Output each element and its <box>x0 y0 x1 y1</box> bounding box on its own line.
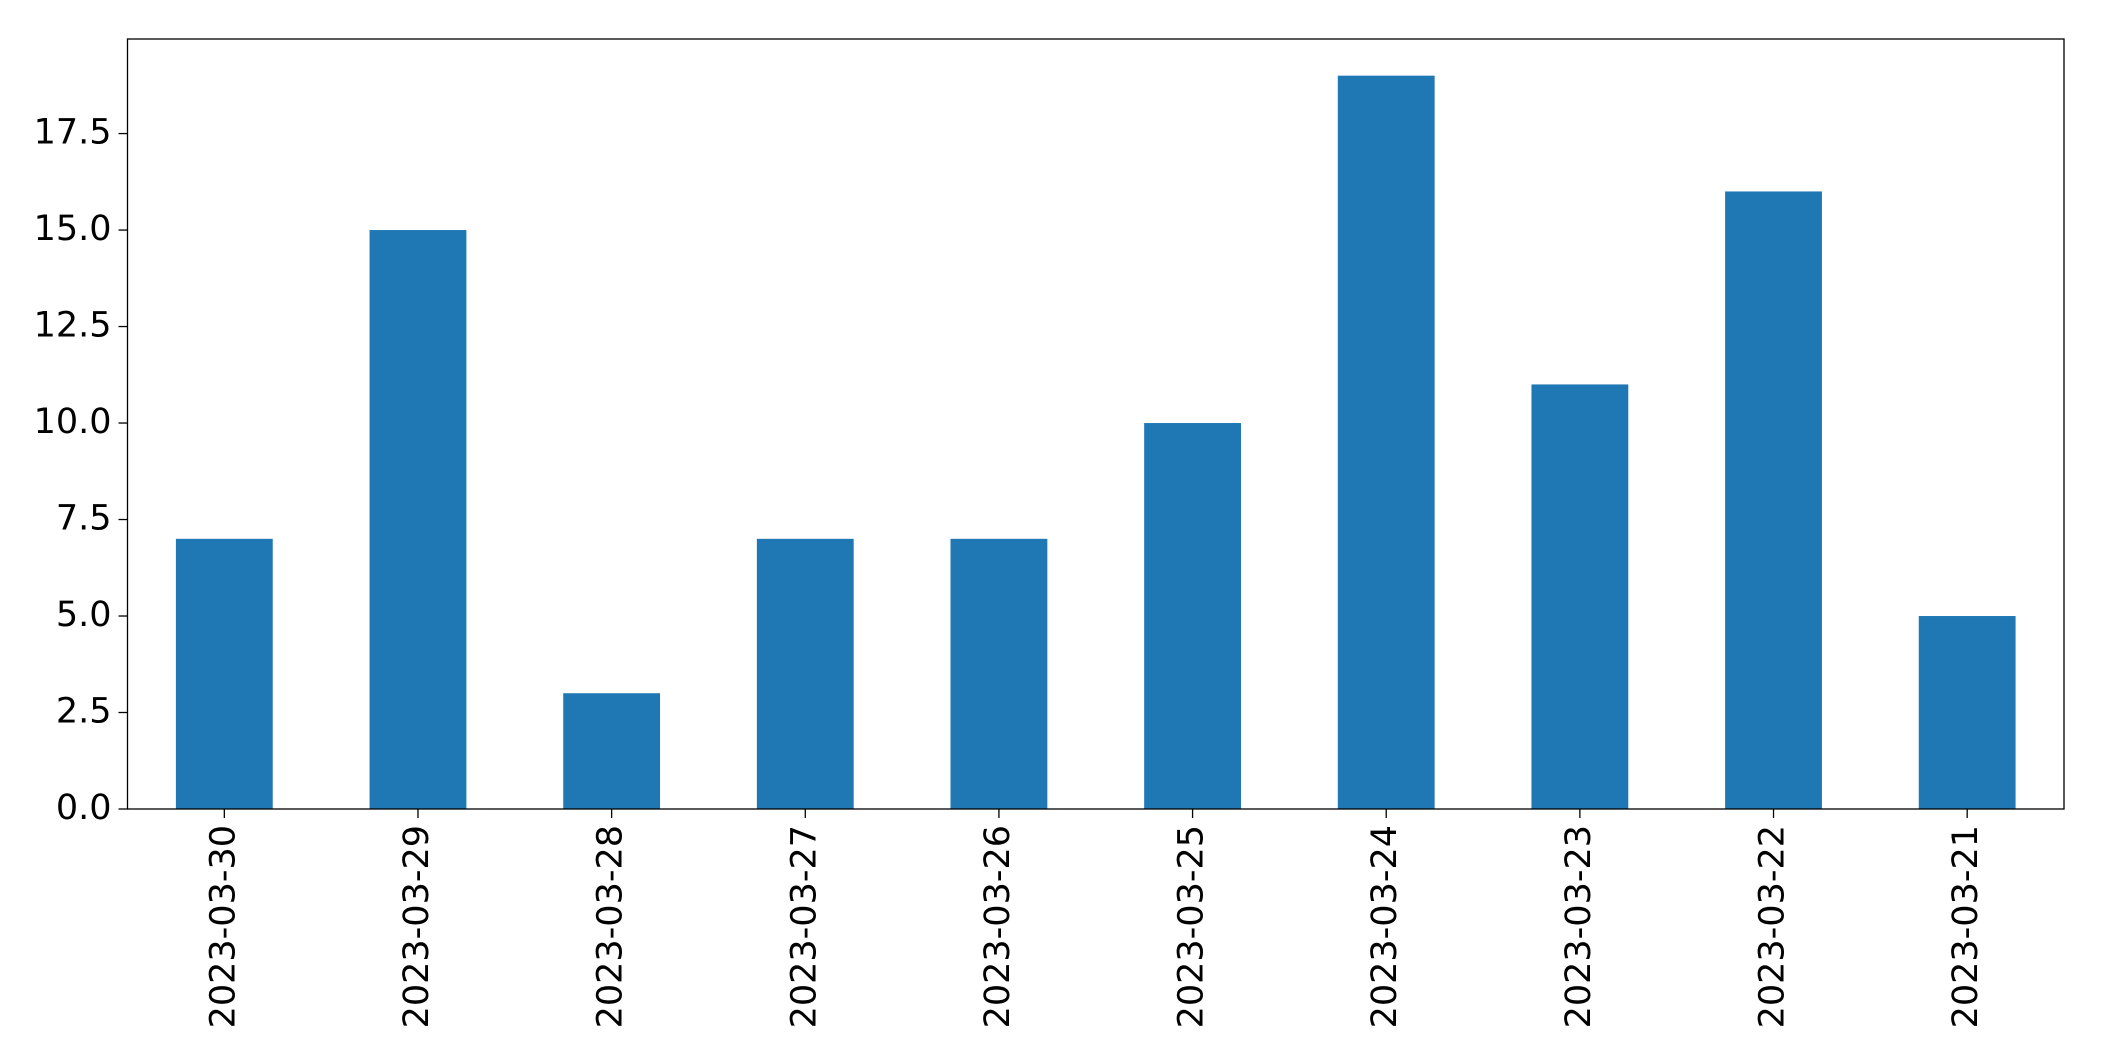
bar <box>1144 423 1241 809</box>
bar <box>369 230 467 810</box>
y-tick-label: 12.5 <box>34 306 112 346</box>
bar <box>950 538 1048 809</box>
x-tick-label: 2023-03-28 <box>591 825 631 1028</box>
x-tick-label: 2023-03-21 <box>1946 825 1986 1028</box>
x-tick-label: 2023-03-23 <box>1559 825 1599 1028</box>
x-tick-label: 2023-03-29 <box>397 825 437 1028</box>
y-tick-label: 15.0 <box>34 209 112 249</box>
y-tick-label: 17.5 <box>34 113 112 153</box>
x-tick-label: 2023-03-26 <box>978 825 1018 1028</box>
bar <box>756 538 854 809</box>
x-tick-label: 2023-03-24 <box>1365 825 1405 1028</box>
x-tick-label: 2023-03-25 <box>1172 825 1212 1028</box>
y-tick-label: 5.0 <box>56 595 112 635</box>
y-tick-label: 10.0 <box>34 402 112 442</box>
y-tick-label: 2.5 <box>56 692 112 732</box>
y-tick-label: 7.5 <box>56 499 112 539</box>
plot-frame <box>126 38 2065 810</box>
x-tick-label: 2023-03-27 <box>784 825 824 1028</box>
bar <box>1725 191 1822 809</box>
y-tick-label: 0.0 <box>56 788 112 828</box>
bar <box>563 693 661 809</box>
bar <box>1918 616 2016 809</box>
bar <box>1337 75 1435 809</box>
x-tick-label: 2023-03-22 <box>1753 825 1793 1028</box>
bar <box>175 538 273 809</box>
x-tick-label: 2023-03-30 <box>203 825 243 1028</box>
bar <box>1531 384 1629 809</box>
